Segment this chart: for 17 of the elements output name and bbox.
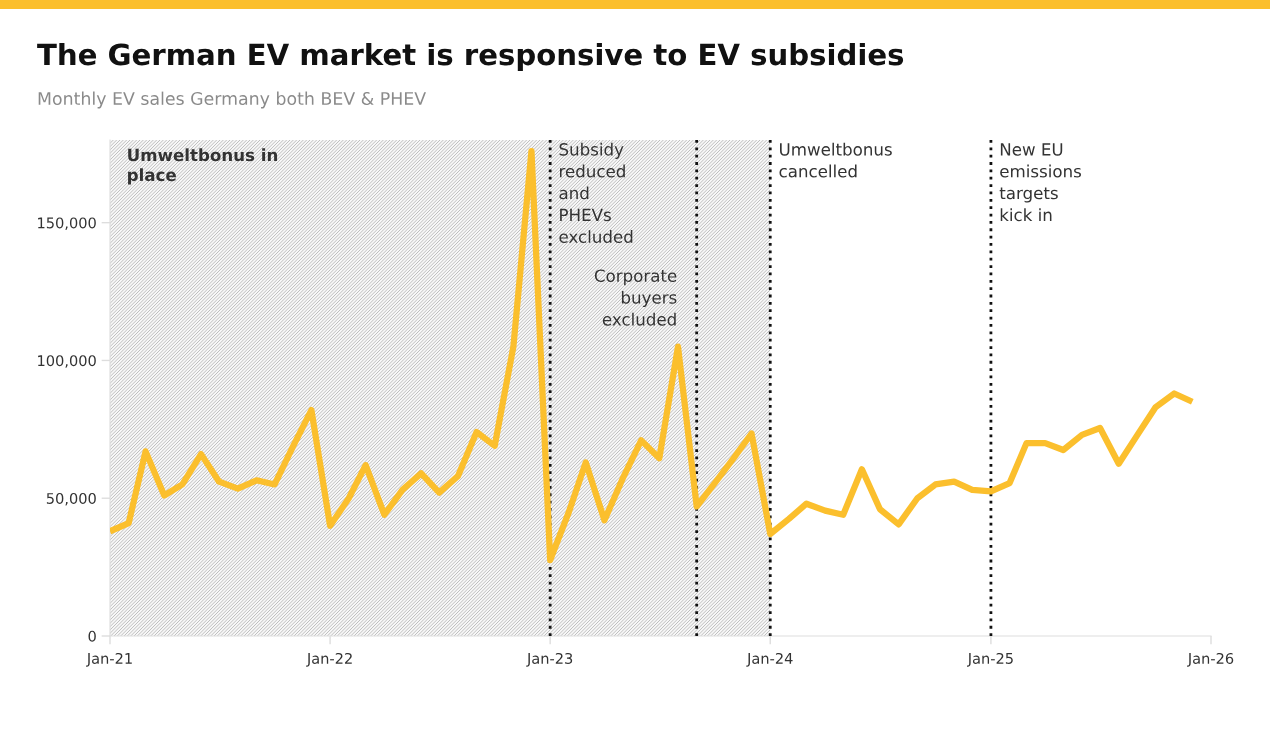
ref-line-label: Subsidy reduced and PHEVs excluded [559,142,633,243]
chart-subtitle: Monthly EV sales Germany both BEV & PHEV [38,91,426,109]
ref-line-label: New EU emissions targets kick in [999,143,1081,222]
ref-line-label: Corporate buyers excluded [594,269,677,326]
y-tick-label: 150,000 [38,217,96,230]
chart-title: The German EV market is responsive to EV subsidies [37,42,904,72]
x-tick-label: Jan-23 [526,652,573,667]
y-tick-label: 100,000 [38,355,96,368]
x-tick-label: Jan-26 [1187,652,1234,667]
ref-line-label: Umweltbonus cancelled [779,142,892,178]
x-tick-label: Jan-25 [967,652,1013,667]
band-label: Umweltbonus in place [128,148,278,185]
x-tick-label: Jan-22 [306,652,352,667]
x-tick-label: Jan-21 [86,652,132,667]
x-tick-label: Jan-24 [746,652,793,667]
y-tick-label: 50,000 [46,492,96,506]
y-tick-label: 0 [88,630,96,642]
